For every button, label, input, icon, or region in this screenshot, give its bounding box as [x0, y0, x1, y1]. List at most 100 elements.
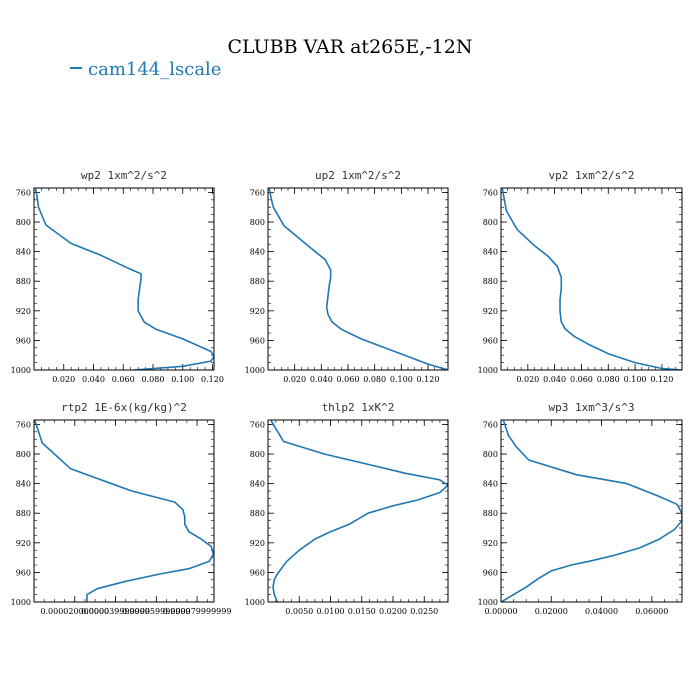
subplot-6: wp3 1xm^3/s^3 0.00000 0.02000 0.04000 0.0600… — [478, 401, 683, 616]
subplot-title: wp2 1xm^2/s^2 — [81, 169, 167, 182]
x-tick-label: 0.000059999999 — [122, 607, 191, 616]
y-tick-label: 960 — [483, 336, 498, 345]
y-tick-label: 1000 — [11, 598, 31, 607]
y-tick-label: 920 — [250, 539, 265, 548]
x-tick-label: 0.04000 — [585, 607, 618, 616]
x-tick-label: 0.000079999999 — [163, 607, 232, 616]
series-line — [268, 188, 448, 370]
plot-frame — [33, 419, 215, 603]
y-tick-label: 880 — [16, 277, 31, 286]
x-tick-label: 0.0150 — [348, 607, 376, 616]
x-tick-label: 0.0250 — [410, 607, 438, 616]
y-tick-label: 880 — [250, 509, 265, 518]
x-tick-label: 0.0100 — [317, 607, 345, 616]
x-tick-label: 0.080 — [363, 375, 386, 384]
subplot-3: vp2 1xm^2/s^2 0.020 0.040 0.060 0.080 0.100 0.… — [478, 169, 683, 384]
y-tick-label: 840 — [483, 480, 498, 489]
x-tick-label: 0.020 — [283, 375, 306, 384]
x-tick-label: 0.060 — [112, 375, 135, 384]
legend-line-swatch — [70, 67, 82, 69]
subplot-title: wp3 1xm^3/s^3 — [548, 401, 634, 414]
x-tick-label: 0.020 — [516, 375, 539, 384]
y-tick-label: 960 — [16, 336, 31, 345]
y-tick-label: 760 — [483, 420, 498, 429]
legend: cam144_lscale — [70, 59, 221, 80]
x-tick-label: 0.100 — [624, 375, 647, 384]
plot-frame — [267, 187, 449, 371]
y-tick-label: 800 — [250, 218, 265, 227]
y-tick-label: 800 — [16, 450, 31, 459]
y-tick-label: 800 — [483, 450, 498, 459]
subplot-title: rtp2 1E-6x(kg/kg)^2 — [61, 401, 187, 414]
y-tick-label: 760 — [483, 188, 498, 197]
x-tick-label: 0.080 — [597, 375, 620, 384]
y-tick-label: 800 — [483, 218, 498, 227]
x-tick-label: 0.060 — [337, 375, 360, 384]
series-line — [501, 188, 682, 370]
y-tick-label: 840 — [250, 248, 265, 257]
x-tick-label: 0.120 — [417, 375, 440, 384]
subplot-5: thlp2 1xK^2 0.0050 0.0100 0.0150 0.0200 0.025… — [245, 401, 449, 616]
y-tick-label: 840 — [16, 248, 31, 257]
y-tick-label: 1000 — [478, 366, 498, 375]
y-tick-label: 1000 — [11, 366, 31, 375]
x-tick-label: 0.0200 — [379, 607, 407, 616]
y-tick-label: 1000 — [478, 598, 498, 607]
y-tick-label: 880 — [16, 509, 31, 518]
y-tick-label: 920 — [483, 307, 498, 316]
x-tick-label: 0.080 — [142, 375, 165, 384]
figure-title: CLUBB VAR at265E,-12N — [227, 36, 473, 58]
plot-frame — [33, 187, 215, 371]
y-tick-label: 960 — [250, 568, 265, 577]
x-tick-label: 0.120 — [650, 375, 673, 384]
y-tick-label: 840 — [250, 480, 265, 489]
x-tick-label: 0.040 — [543, 375, 566, 384]
y-tick-label: 1000 — [245, 366, 265, 375]
y-tick-label: 800 — [250, 450, 265, 459]
y-tick-label: 760 — [250, 420, 265, 429]
y-tick-label: 960 — [250, 336, 265, 345]
x-tick-label: 0.020 — [52, 375, 75, 384]
plot-frame — [500, 419, 683, 603]
x-tick-label: 0.02000 — [535, 607, 568, 616]
series-line — [34, 188, 214, 370]
x-tick-label: 0.00000 — [484, 607, 517, 616]
y-tick-label: 760 — [16, 188, 31, 197]
y-tick-label: 880 — [250, 277, 265, 286]
y-tick-label: 1000 — [245, 598, 265, 607]
y-tick-label: 840 — [16, 480, 31, 489]
x-tick-label: 0.000039999999 — [81, 607, 150, 616]
subplot-title: up2 1xm^2/s^2 — [315, 169, 401, 182]
series-line — [34, 420, 214, 602]
y-tick-label: 760 — [16, 420, 31, 429]
x-tick-label: 0.120 — [201, 375, 224, 384]
x-tick-label: 0.040 — [82, 375, 105, 384]
subplot-title: vp2 1xm^2/s^2 — [548, 169, 634, 182]
y-tick-label: 880 — [483, 509, 498, 518]
y-tick-label: 920 — [250, 307, 265, 316]
x-tick-label: 0.100 — [171, 375, 194, 384]
y-tick-label: 800 — [16, 218, 31, 227]
plot-frame — [500, 187, 683, 371]
subplot-1: wp2 1xm^2/s^2 0.020 0.040 0.060 0.080 0.100 0.… — [11, 169, 224, 384]
x-tick-label: 0.0050 — [285, 607, 313, 616]
y-tick-label: 840 — [483, 248, 498, 257]
y-tick-label: 920 — [16, 539, 31, 548]
subplot-2: up2 1xm^2/s^2 0.020 0.040 0.060 0.080 0.100 0.… — [245, 169, 449, 384]
x-tick-label: 0.100 — [390, 375, 413, 384]
y-tick-label: 960 — [483, 568, 498, 577]
series-line — [501, 420, 682, 602]
plot-frame — [267, 419, 449, 603]
y-tick-label: 760 — [250, 188, 265, 197]
subplot-4: rtp2 1E-6x(kg/kg)^2 0.0000200000000.00003… — [11, 401, 232, 616]
x-tick-label: 0.040 — [310, 375, 333, 384]
x-tick-label: 0.06000 — [635, 607, 668, 616]
x-tick-label: 0.060 — [570, 375, 593, 384]
y-tick-label: 880 — [483, 277, 498, 286]
x-tick-label: 0.000020000000 — [40, 607, 109, 616]
series-line — [270, 420, 448, 602]
y-tick-label: 920 — [16, 307, 31, 316]
y-tick-label: 920 — [483, 539, 498, 548]
subplot-title: thlp2 1xK^2 — [322, 401, 395, 414]
